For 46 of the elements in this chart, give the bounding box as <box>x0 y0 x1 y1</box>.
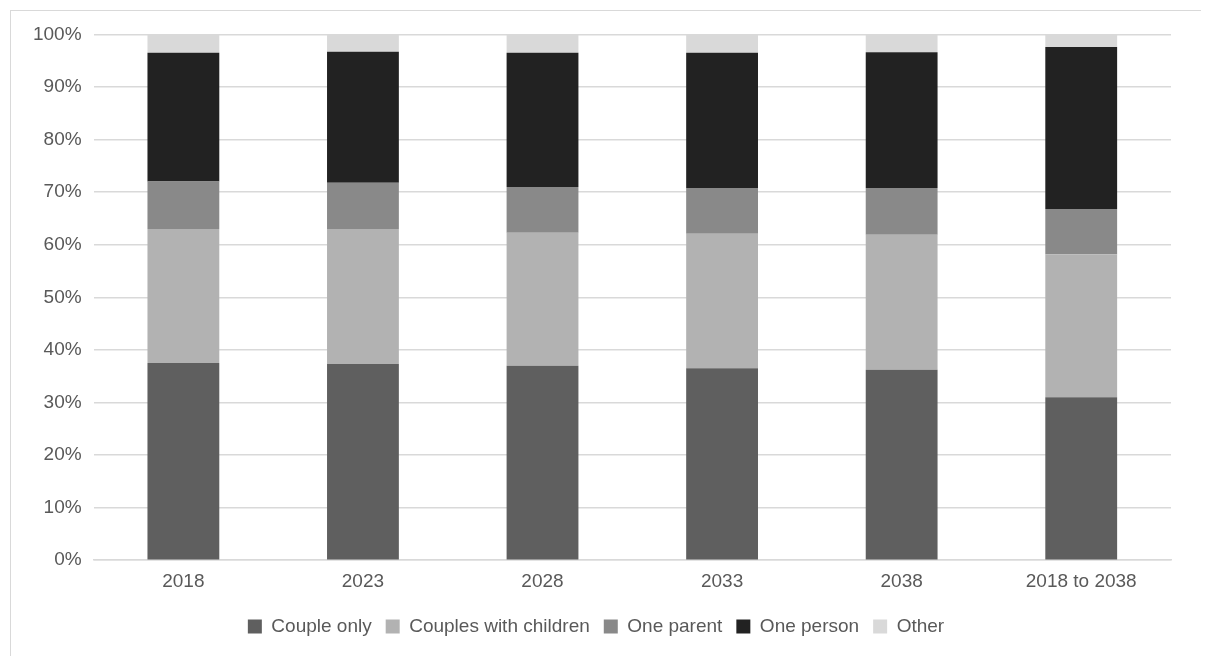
bar <box>686 233 758 369</box>
x-tick-label: 2033 <box>700 569 744 591</box>
legend-label: Couple only <box>271 614 373 636</box>
x-tick-label: 2028 <box>521 569 564 591</box>
bar <box>865 234 938 370</box>
bar <box>147 363 220 560</box>
legend-label: One person <box>759 614 860 636</box>
legend-label: Couples with children <box>409 614 590 636</box>
bar <box>686 187 758 234</box>
bar <box>1045 254 1118 398</box>
y-tick-label: 80% <box>43 127 82 149</box>
legend-label: One parent <box>627 614 724 636</box>
bar <box>686 52 758 188</box>
bar <box>147 181 220 229</box>
y-tick-label: 100% <box>32 22 82 44</box>
bar <box>327 182 399 229</box>
bar <box>865 369 938 560</box>
x-tick-label: 2023 <box>341 569 385 591</box>
bar <box>506 232 579 366</box>
y-tick-label: 10% <box>43 495 82 517</box>
x-tick-label: 2018 <box>162 569 205 591</box>
y-tick-label: 70% <box>43 180 82 202</box>
bar <box>327 228 399 365</box>
y-tick-label: 50% <box>43 285 82 307</box>
bar <box>327 364 399 560</box>
y-tick-label: 30% <box>43 390 82 412</box>
bar <box>1045 397 1118 560</box>
y-tick-label: 40% <box>43 338 82 360</box>
x-tick-label: 2038 <box>880 569 923 591</box>
legend-label: Other <box>896 614 945 636</box>
bar <box>1045 208 1118 255</box>
y-tick-label: 0% <box>54 548 82 570</box>
bar <box>506 52 579 187</box>
bar <box>506 186 579 233</box>
bar <box>865 52 938 188</box>
bar <box>865 187 938 235</box>
x-tick-label: 2018 to 2038 <box>1025 569 1137 591</box>
bar <box>506 365 579 560</box>
y-tick-label: 60% <box>43 232 82 254</box>
bar <box>147 52 220 182</box>
bar <box>147 228 220 364</box>
y-tick-label: 20% <box>43 443 82 465</box>
bar <box>327 51 399 183</box>
bar <box>686 368 758 560</box>
y-tick-label: 90% <box>43 75 82 97</box>
bar <box>1045 47 1118 209</box>
